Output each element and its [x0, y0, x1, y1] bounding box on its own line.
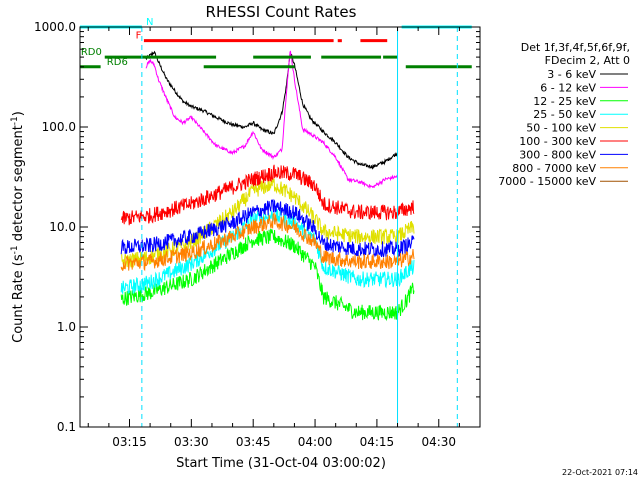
x-tick-label-4: 04:15 [360, 435, 395, 449]
y-tick-label-1: 1.0 [57, 320, 76, 334]
x-tick-label-3: 04:00 [298, 435, 333, 449]
series-line-7 [120, 212, 415, 272]
series-line-2 [120, 228, 415, 322]
x-tick-label-1: 03:30 [174, 435, 209, 449]
y-tick-label-2: 10.0 [49, 220, 76, 234]
y-axis-label: Count Rate (s-1 detector segment-1) [10, 111, 26, 343]
flag-label-1: F [136, 31, 142, 42]
legend: Det 1f,3f,4f,5f,6f,9f, FDecim 2, Att 0 3… [498, 41, 630, 188]
footer-timestamp: 22-Oct-2021 07:14 [562, 468, 638, 477]
x-tick-label-5: 04:30 [421, 435, 456, 449]
chart-title: RHESSI Count Rates [206, 3, 357, 21]
series-line-5 [120, 164, 415, 226]
x-tick-label-0: 03:15 [112, 435, 147, 449]
x-axis-label: Start Time (31-Oct-04 03:00:02) [176, 456, 386, 471]
legend-header-line-2: FDecim 2, Att 0 [545, 54, 630, 67]
y-tick-label-4: 1000.0 [34, 20, 76, 34]
vertical-line-layer [79, 27, 458, 427]
legend-entry-3: 25 - 50 keV [533, 108, 596, 121]
legend-entry-6: 300 - 800 keV [519, 148, 596, 161]
flag-label-0: N [146, 17, 153, 28]
series-line-6 [120, 198, 415, 258]
legend-entry-7: 800 - 7000 keV [512, 162, 596, 175]
legend-entry-4: 50 - 100 keV [526, 122, 596, 135]
data-layer [120, 50, 415, 322]
x-tick-label-2: 03:45 [236, 435, 271, 449]
flag-label-2: RD0 [81, 47, 102, 58]
series-line-1 [145, 50, 398, 190]
series-line-4 [120, 177, 415, 268]
legend-entry-1: 6 - 12 keV [540, 81, 596, 94]
legend-header-line-1: Det 1f,3f,4f,5f,6f,9f, [521, 41, 630, 54]
y-tick-label-0: 0.1 [57, 420, 76, 434]
legend-entry-0: 3 - 6 keV [547, 68, 596, 81]
legend-entry-5: 100 - 300 keV [519, 135, 596, 148]
series-line-0 [145, 50, 398, 170]
axis-layer: 0.1 1.0 10.0 100.0 1000.0 03:15 03:30 03:45 04:0… [34, 20, 480, 449]
flag-label-3: RD6 [107, 57, 128, 68]
flag-layer: NF RD0 RD6 [80, 17, 472, 69]
legend-entry-2: 12 - 25 keV [533, 95, 596, 108]
y-tick-label-3: 100.0 [42, 120, 76, 134]
legend-entry-8: 7000 - 15000 keV [498, 175, 596, 188]
